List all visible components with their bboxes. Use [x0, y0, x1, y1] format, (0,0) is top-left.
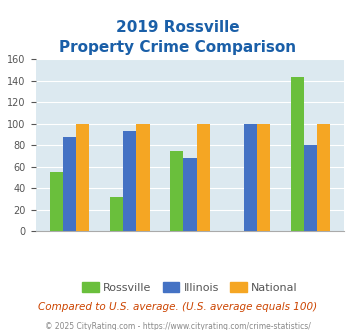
Text: © 2025 CityRating.com - https://www.cityrating.com/crime-statistics/: © 2025 CityRating.com - https://www.city… — [45, 322, 310, 330]
Bar — [304, 145, 317, 231]
Bar — [170, 150, 183, 231]
Bar — [197, 124, 210, 231]
Text: 2019 Rossville: 2019 Rossville — [116, 20, 239, 35]
Bar — [123, 131, 136, 231]
Bar — [317, 124, 330, 231]
Bar — [136, 124, 149, 231]
Bar — [290, 77, 304, 231]
Text: Compared to U.S. average. (U.S. average equals 100): Compared to U.S. average. (U.S. average … — [38, 302, 317, 312]
Bar — [257, 124, 270, 231]
Bar — [63, 137, 76, 231]
Bar — [244, 124, 257, 231]
Bar — [50, 172, 63, 231]
Bar — [183, 158, 197, 231]
Bar — [110, 197, 123, 231]
Bar — [76, 124, 89, 231]
Text: Property Crime Comparison: Property Crime Comparison — [59, 40, 296, 54]
Legend: Rossville, Illinois, National: Rossville, Illinois, National — [77, 278, 302, 298]
